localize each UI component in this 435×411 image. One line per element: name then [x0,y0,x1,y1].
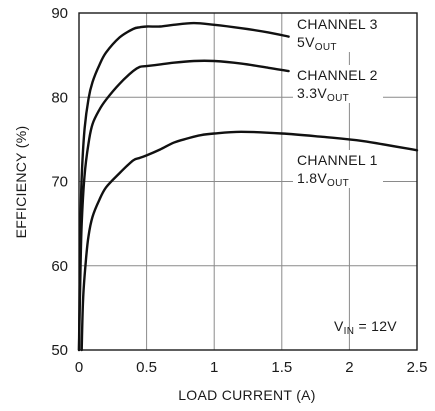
x-tick-label: 0 [75,359,83,376]
series-label-voltage: 3.3VOUT [297,85,349,104]
vin-label: VIN = 12V [334,318,397,337]
series-label-background [293,150,383,188]
x-axis-label: LOAD CURRENT (A) [178,387,316,403]
x-tick-label: 2 [345,359,353,376]
series-line-2 [77,59,290,352]
series-line-3 [80,130,419,352]
series-label-background [293,14,383,52]
input-voltage-annotation: VIN = 12V [334,318,397,337]
plot-frame [78,12,418,351]
series-label-name: CHANNEL 1 [297,152,378,168]
x-tick-label: 1.5 [271,359,292,376]
series-label-voltage: 5VOUT [297,34,337,53]
x-tick-label: 1 [210,359,218,376]
y-tick-label: 60 [51,258,68,275]
series-labels: CHANNEL 3 5VOUT CHANNEL 2 3.3VOUT CHANNEL 1 1… [293,14,383,189]
series-lines [77,21,419,352]
series-line-1 [77,21,290,352]
y-tick-label: 80 [51,89,68,106]
tick-labels: 0 0.5 1 1.5 2 2.5 50 60 70 80 90 [51,5,427,376]
y-tick-label: 90 [51,5,68,22]
series-label-name: CHANNEL 3 [297,16,378,32]
series-label-name: CHANNEL 2 [297,67,378,83]
plot-border [78,12,418,351]
series-label-background [293,65,383,103]
x-tick-label: 2.5 [407,359,428,376]
y-tick-label: 70 [51,174,68,191]
y-axis-label: EFFICIENCY (%) [13,126,29,239]
y-tick-label: 50 [51,342,68,359]
x-tick-label: 0.5 [136,359,157,376]
series-label-voltage: 1.8VOUT [297,170,349,189]
